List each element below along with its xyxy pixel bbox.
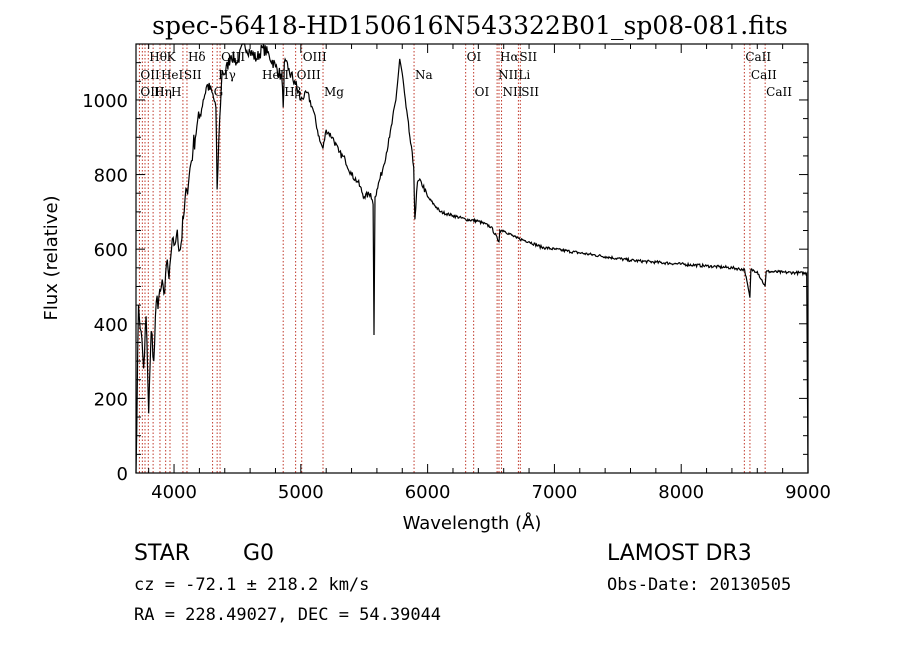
x-tick-label: 7000 [532,482,578,503]
x-tick-label: 4000 [151,482,197,503]
y-tick-label: 1000 [82,91,128,112]
coordinates-text: RA = 228.49027, DEC = 54.39044 [134,605,441,625]
object-class: STAR [134,541,190,566]
x-tick-label: 6000 [405,482,451,503]
spectral-line-label: Hη [154,85,172,99]
spectral-line-label: CaII [766,85,792,99]
spectral-line-label: H [171,85,181,99]
spectral-line-label: Na [415,68,433,82]
spectral-line-label: OI [475,85,490,99]
x-tick-label: 8000 [658,482,704,503]
survey-name: LAMOST DR3 [607,541,752,566]
spectral-line-label: CaII [751,68,777,82]
spectral-line-markers [138,44,766,473]
plot-frame [135,43,809,474]
spectral-line-label: NII [503,85,523,99]
spectrum-line [135,43,809,474]
spectral-line-label: HeI [161,68,184,82]
spectral-line-label: OII [140,68,160,82]
spectral-line-label: G [214,85,224,99]
spectral-line-label: K [167,50,177,64]
x-tick-label: 9000 [785,482,831,503]
spectral-line-label: CaII [745,50,771,64]
spectral-line-label: OI [467,50,482,64]
axis-ticks: 4000 5000 6000 7000 8000 9000 0 200 400 600 800 100… [82,44,831,503]
spectral-line-label: Hδ [188,50,206,64]
spectral-line-label: Hγ [218,68,236,82]
y-tick-label: 400 [94,315,128,336]
object-subclass: G0 [243,541,274,566]
spectral-line-label: Hα [500,50,519,64]
spectral-line-label: SII [521,85,539,99]
spectral-line-label: Hθ [149,50,167,64]
y-tick-label: 800 [94,166,128,187]
spectral-line-label: OIII [297,68,321,82]
x-axis-label: Wavelength (Å) [403,512,542,534]
spectral-line-label: HeII [262,68,289,82]
y-axis-label: Flux (relative) [41,195,62,320]
obs-date-text: Obs-Date: 20130505 [607,575,791,595]
x-tick-label: 5000 [278,482,324,503]
spectral-line-label: SII [519,50,537,64]
spectral-line-label: SII [184,68,202,82]
y-tick-label: 0 [117,464,128,485]
velocity-text: cz = -72.1 ± 218.2 km/s [134,575,369,595]
y-tick-label: 200 [94,389,128,410]
spectral-line-label: NII [498,68,518,82]
spectral-line-label: Mg [324,85,344,99]
spectral-line-label: Li [518,68,530,82]
y-tick-label: 600 [94,240,128,261]
spectral-line-label: OIII [140,85,164,99]
spectral-line-label: OIII [303,50,327,64]
chart-title: spec-56418-HD150616N543322B01_sp08-081.f… [152,11,788,40]
